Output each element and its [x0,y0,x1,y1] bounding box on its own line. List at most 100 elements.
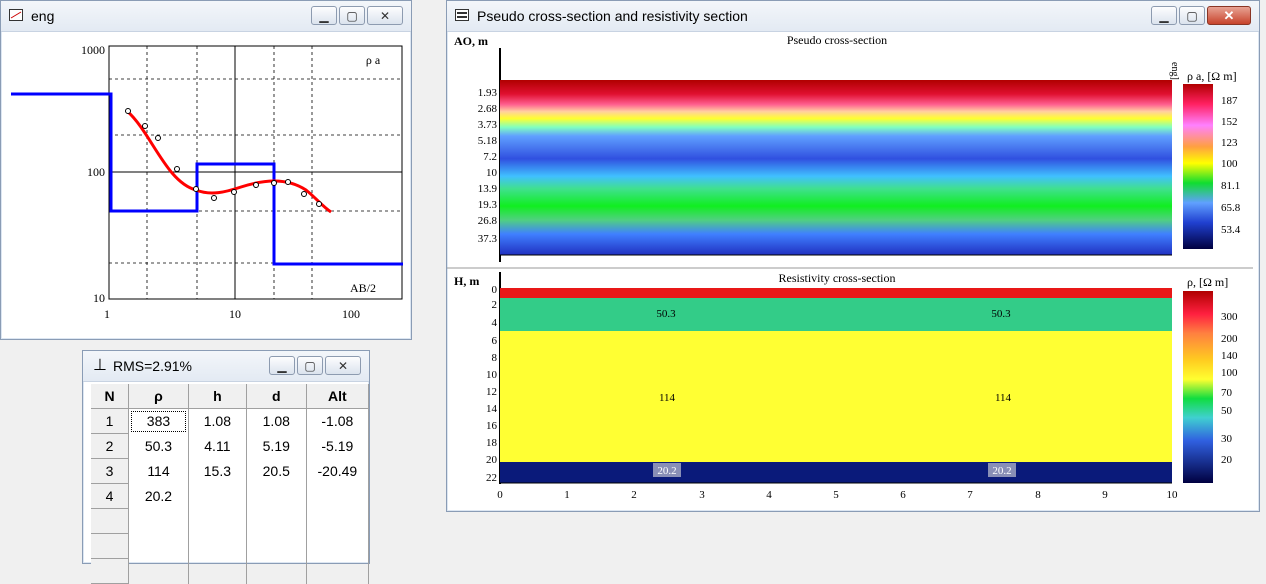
res-y-tick: 8 [492,352,498,364]
cell-h[interactable] [188,508,247,534]
res-legend-title: ρ, [Ω m] [1187,275,1228,289]
col-header-n[interactable]: N [91,384,130,409]
res-y-tick: 14 [486,403,498,415]
profile-label: eng] [1169,62,1180,80]
res-x-tick: 6 [900,489,906,501]
res-x-tick: 9 [1102,489,1108,501]
row-number: 1 [91,408,130,434]
pseudo-section-image [500,80,1172,255]
cell-d[interactable] [246,483,307,509]
table-row[interactable] [91,508,370,534]
res-legend-value: 70 [1221,387,1233,399]
y-tick-100: 100 [87,165,105,179]
cell-alt[interactable]: -1.08 [306,408,370,434]
cell-h[interactable] [188,533,247,559]
col-header-alt[interactable]: Alt [306,384,370,409]
cell-d[interactable] [246,558,307,584]
table-row[interactable] [91,533,370,559]
cell-h[interactable]: 15.3 [188,458,247,484]
layer-label: 50.3 [656,308,676,320]
cell-h[interactable] [188,558,247,584]
section-window-title: Pseudo cross-section and resistivity sec… [477,8,748,24]
table-row[interactable]: 3 114 15.3 20.5 -20.49 [91,458,370,484]
layer-label: 20.2 [992,465,1011,477]
cell-d[interactable] [246,508,307,534]
res-x-tick: 10 [1167,489,1179,501]
res-x-tick: 4 [766,489,772,501]
layer-label: 20.2 [657,465,676,477]
close-icon: ✕ [379,8,391,23]
cell-d[interactable]: 1.08 [246,408,307,434]
col-header-rho[interactable]: ρ [128,384,189,409]
res-legend-value: 50 [1221,405,1233,417]
cell-alt[interactable] [306,533,370,559]
close-button[interactable]: ✕ [325,356,361,375]
col-header-h[interactable]: h [188,384,247,409]
cell-h[interactable]: 1.08 [188,408,247,434]
res-y-tick: 12 [486,386,497,398]
col-header-d[interactable]: d [246,384,307,409]
res-y-axis-label: H, m [454,274,479,288]
res-y-tick: 2 [492,299,498,311]
pseudo-legend-value: 152 [1221,116,1238,128]
sections-canvas: AO, m Pseudo cross-section 1.93 2.68 3.7… [447,33,1253,501]
eng-window-title: eng [31,8,55,24]
pseudo-legend-value: 100 [1221,158,1238,170]
table-header: N ρ h d Alt [91,384,370,409]
res-y-tick: 20 [486,454,498,466]
row-number: 4 [91,483,130,509]
eng-titlebar[interactable]: eng ▁ ▢ ✕ [1,1,411,32]
y-tick-10: 10 [93,291,105,305]
cell-rho[interactable]: 383 [128,408,189,434]
res-title: Resistivity cross-section [779,271,896,285]
cell-rho[interactable]: 50.3 [128,433,189,459]
cell-alt[interactable] [306,558,370,584]
cell-rho[interactable]: 20.2 [128,483,189,509]
res-legend-bar [1183,291,1213,483]
res-x-tick: 2 [631,489,637,501]
cell-alt[interactable]: -20.49 [306,458,370,484]
cell-alt[interactable]: -5.19 [306,433,370,459]
minimize-button[interactable]: ▁ [1151,6,1177,25]
cell-alt[interactable] [306,483,370,509]
table-row[interactable]: 2 50.3 4.11 5.19 -5.19 [91,433,370,459]
y-tick-1000: 1000 [81,43,105,57]
cell-alt[interactable] [306,508,370,534]
rms-titlebar[interactable]: ⊥ RMS=2.91% ▁ ▢ ✕ [83,351,369,382]
cell-h[interactable] [188,483,247,509]
layer-1 [500,288,1172,298]
cell-rho[interactable] [128,508,189,534]
minimize-button[interactable]: ▁ [269,356,295,375]
pseudo-y-tick: 19.3 [478,199,498,211]
cell-h[interactable]: 4.11 [188,433,247,459]
pseudo-y-tick: 3.73 [478,119,498,131]
section-window-icon [455,9,469,21]
close-button[interactable]: ✕ [1207,6,1251,25]
cell-rho[interactable] [128,533,189,559]
table-row[interactable]: 1 383 1.08 1.08 -1.08 [91,408,370,434]
pseudo-legend-title: ρ a, [Ω m] [1187,69,1237,83]
minimize-button[interactable]: ▁ [311,6,337,25]
table-row[interactable] [91,558,370,584]
layer-table: N ρ h d Alt 1 383 1.08 1.08 -1.08 2 50.3… [91,384,370,584]
res-legend-value: 20 [1221,454,1233,466]
cell-d[interactable]: 20.5 [246,458,307,484]
res-y-tick: 18 [486,437,498,449]
eng-window: eng ▁ ▢ ✕ 1000 [0,0,412,340]
cell-rho[interactable]: 114 [128,458,189,484]
table-row[interactable]: 4 20.2 [91,483,370,509]
section-titlebar[interactable]: Pseudo cross-section and resistivity sec… [447,1,1259,32]
res-y-tick: 0 [492,284,498,296]
maximize-button[interactable]: ▢ [1179,6,1205,25]
cell-rho[interactable] [128,558,189,584]
maximize-button[interactable]: ▢ [297,356,323,375]
x-axis-label: AB/2 [350,281,376,295]
maximize-button[interactable]: ▢ [339,6,365,25]
cell-d[interactable] [246,533,307,559]
close-button[interactable]: ✕ [367,6,403,25]
row-number [91,533,130,559]
pseudo-legend-value: 123 [1221,137,1238,149]
layer-label: 114 [659,392,676,404]
cell-d[interactable]: 5.19 [246,433,307,459]
row-number: 3 [91,458,130,484]
